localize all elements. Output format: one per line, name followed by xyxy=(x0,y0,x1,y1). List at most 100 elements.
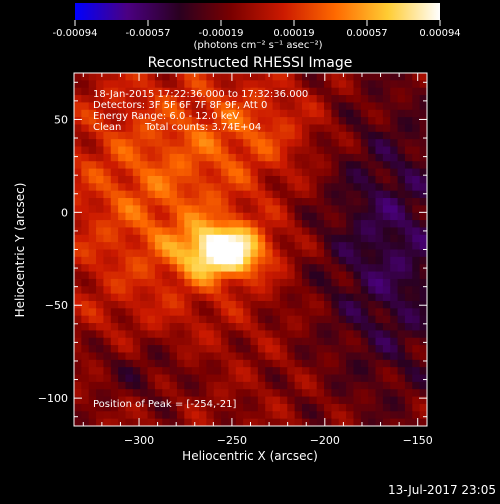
heatmap-cell xyxy=(338,198,347,206)
heatmap-cell xyxy=(110,271,119,280)
heatmap-cell xyxy=(360,242,369,251)
heatmap-cell xyxy=(287,323,296,331)
heatmap-cell xyxy=(287,183,296,192)
heatmap-cell xyxy=(154,403,163,412)
heatmap-cell xyxy=(368,389,377,398)
heatmap-cell xyxy=(81,183,90,192)
heatmap-cell xyxy=(206,323,215,331)
heatmap-cell xyxy=(191,234,200,243)
heatmap-cell xyxy=(176,315,185,324)
heatmap-cell xyxy=(338,300,347,309)
heatmap-cell xyxy=(132,73,141,81)
heatmap-cell xyxy=(324,315,332,324)
heatmap-cell xyxy=(397,131,406,140)
heatmap-cell xyxy=(213,109,222,118)
heatmap-cell xyxy=(169,411,178,420)
heatmap-cell xyxy=(96,117,105,126)
heatmap-cell xyxy=(360,315,369,324)
heatmap-cell xyxy=(221,242,230,251)
heatmap-cell xyxy=(206,242,215,251)
heatmap-cell xyxy=(103,109,112,118)
heatmap-cell xyxy=(81,102,90,111)
heatmap-cell xyxy=(184,293,193,302)
heatmap-cell xyxy=(103,403,112,412)
heatmap-cell xyxy=(110,315,119,324)
heatmap-cell xyxy=(140,80,149,89)
heatmap-cell xyxy=(353,87,362,96)
heatmap-cell xyxy=(257,124,266,133)
heatmap-cell xyxy=(228,389,237,398)
heatmap-cell xyxy=(125,87,134,96)
heatmap-cell xyxy=(221,117,230,126)
heatmap-cell xyxy=(324,87,332,96)
heatmap-cell xyxy=(404,293,413,302)
heatmap-cell xyxy=(360,227,369,236)
heatmap-cell xyxy=(324,308,332,317)
heatmap-cell xyxy=(390,271,399,280)
heatmap-cell xyxy=(316,131,325,140)
heatmap-cell xyxy=(118,124,127,133)
heatmap-cell xyxy=(221,168,230,177)
heatmap-cell xyxy=(316,168,325,177)
heatmap-cell xyxy=(199,109,207,118)
heatmap-cell xyxy=(360,234,369,243)
heatmap-cell xyxy=(360,220,369,229)
heatmap-cell xyxy=(169,183,178,192)
heatmap-cell xyxy=(382,80,391,89)
heatmap-cell xyxy=(81,308,90,317)
heatmap-cell xyxy=(162,109,171,118)
heatmap-cell xyxy=(103,183,112,192)
heatmap-cell xyxy=(88,418,97,426)
heatmap-cell xyxy=(176,293,185,302)
heatmap-cell xyxy=(324,124,332,133)
heatmap-cell xyxy=(176,381,185,390)
heatmap-cell xyxy=(213,352,222,361)
heatmap-cell xyxy=(353,367,362,376)
heatmap-cell xyxy=(169,234,178,243)
heatmap-cell xyxy=(390,168,399,177)
heatmap-cell xyxy=(382,403,391,412)
heatmap-cell xyxy=(279,73,288,81)
heatmap-cell xyxy=(243,212,252,221)
heatmap-cell xyxy=(316,117,325,126)
heatmap-cell xyxy=(331,146,340,155)
heatmap-cell xyxy=(110,117,119,126)
heatmap-cell xyxy=(74,396,82,405)
heatmap-cell xyxy=(96,337,105,346)
heatmap-cell xyxy=(206,139,215,148)
heatmap-cell xyxy=(404,300,413,309)
heatmap-cell xyxy=(324,234,332,243)
heatmap-cell xyxy=(368,109,377,118)
heatmap-cell xyxy=(353,278,362,287)
heatmap-cell xyxy=(162,212,171,221)
heatmap-cell xyxy=(309,315,318,324)
heatmap-cell xyxy=(412,139,421,148)
heatmap-cell xyxy=(346,227,355,236)
heatmap-cell xyxy=(221,286,230,295)
heatmap-cell xyxy=(162,256,171,265)
heatmap-cell xyxy=(368,374,377,383)
heatmap-cell xyxy=(110,234,119,243)
heatmap-cell xyxy=(419,212,427,221)
heatmap-cell xyxy=(397,396,406,405)
heatmap-cell xyxy=(419,249,427,258)
heatmap-cell xyxy=(382,131,391,140)
heatmap-cell xyxy=(221,323,230,331)
heatmap-cell xyxy=(390,73,399,81)
heatmap-cell xyxy=(81,330,90,339)
heatmap-cell xyxy=(132,359,141,368)
heatmap-cell xyxy=(74,175,82,184)
heatmap-cell xyxy=(154,367,163,376)
heatmap-cell xyxy=(397,374,406,383)
heatmap-cell xyxy=(132,256,141,265)
heatmap-cell xyxy=(390,95,399,104)
heatmap-cell xyxy=(412,131,421,140)
heatmap-cell xyxy=(118,220,127,229)
heatmap-cell xyxy=(382,256,391,265)
heatmap-cell xyxy=(132,212,141,221)
heatmap-cell xyxy=(235,396,244,405)
heatmap-cell xyxy=(368,278,377,287)
heatmap-cell xyxy=(184,286,193,295)
heatmap-cell xyxy=(243,153,252,162)
